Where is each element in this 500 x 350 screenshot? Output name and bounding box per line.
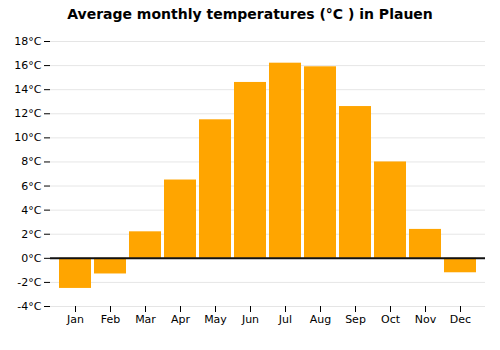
html-text:Average monthly temperatures (: Average monthly temperatures (°C ) in Pl… xyxy=(67,6,433,22)
svg-text:May: May xyxy=(204,313,227,326)
svg-text:Nov: Nov xyxy=(415,313,437,326)
svg-text:12°C: 12°C xyxy=(14,107,41,120)
svg-text:10°C: 10°C xyxy=(14,131,41,144)
svg-text:Jul: Jul xyxy=(278,313,292,326)
svg-text:Jun: Jun xyxy=(241,313,259,326)
svg-text:Dec: Dec xyxy=(450,313,471,326)
svg-text:-2°C: -2°C xyxy=(17,276,41,289)
svg-text:Oct: Oct xyxy=(381,313,401,326)
svg-text:14°C: 14°C xyxy=(14,83,41,96)
svg-text:2°C: 2°C xyxy=(21,228,41,241)
svg-text:Jan: Jan xyxy=(66,313,84,326)
svg-text:Apr: Apr xyxy=(171,313,191,326)
svg-text:6°C: 6°C xyxy=(21,180,41,193)
svg-text:Sep: Sep xyxy=(345,313,366,326)
svg-text:16°C: 16°C xyxy=(14,59,41,72)
svg-text:Mar: Mar xyxy=(135,313,156,326)
svg-text:18°C: 18°C xyxy=(14,35,41,48)
svg-text:Feb: Feb xyxy=(101,313,120,326)
svg-text:-4°C: -4°C xyxy=(17,300,41,313)
svg-text:Aug: Aug xyxy=(310,313,331,326)
svg-text:8°C: 8°C xyxy=(21,155,41,168)
svg-text:0°C: 0°C xyxy=(21,252,41,265)
svg-text:4°C: 4°C xyxy=(21,204,41,217)
